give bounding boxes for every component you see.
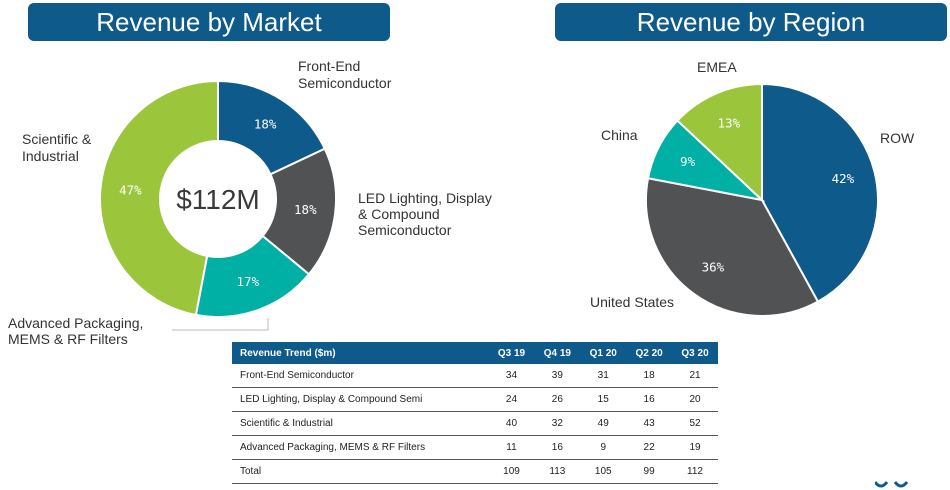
- table-cell: 24: [488, 387, 535, 412]
- market-value-label: 18%: [294, 202, 317, 217]
- table-header-period: Q2 20: [626, 342, 673, 364]
- market-category-label: MEMS & RF Filters: [8, 331, 128, 347]
- region-value-label: 42%: [832, 171, 855, 186]
- market-value-label: 47%: [119, 183, 142, 198]
- table-row-label: Advanced Packaging, MEMS & RF Filters: [232, 435, 489, 460]
- logo-mark-icon: [875, 481, 909, 488]
- table-row-label: Total: [232, 459, 489, 484]
- region-category-label: China: [601, 127, 638, 143]
- table-cell: 113: [534, 459, 581, 484]
- table-row-label: LED Lighting, Display & Compound Semi: [232, 387, 489, 412]
- market-category-label: Industrial: [22, 148, 79, 164]
- table-row-label: Front-End Semiconductor: [232, 364, 489, 388]
- table-body: Front-End Semiconductor 34 39 31 18 21 LED Lig…: [232, 364, 718, 484]
- market-chart-title: Revenue by Market: [28, 3, 390, 41]
- region-category-label: EMEA: [697, 59, 737, 75]
- table-cell: 16: [626, 387, 673, 412]
- table-row: Scientific & Industrial 40 32 49 43 52: [232, 411, 718, 436]
- table-cell: 16: [534, 435, 581, 460]
- table-header-period: Q3 19: [488, 342, 535, 364]
- table-row: Advanced Packaging, MEMS & RF Filters 11 1…: [232, 435, 718, 460]
- market-category-label: Semiconductor: [298, 75, 392, 91]
- region-slice: [645, 177, 820, 317]
- table-cell: 39: [534, 364, 581, 388]
- market-category-label: Front-End: [298, 58, 360, 74]
- table-cell: 109: [488, 459, 535, 484]
- table-cell: 105: [580, 459, 627, 484]
- region-value-label: 9%: [680, 154, 696, 169]
- market-value-label: 18%: [254, 117, 277, 132]
- market-center-label: $112M: [176, 184, 260, 215]
- market-category-label: LED Lighting, Display: [358, 190, 492, 206]
- table-cell: 20: [672, 387, 718, 412]
- market-category-label: & Compound: [358, 206, 440, 222]
- table-row: Front-End Semiconductor 34 39 31 18 21: [232, 364, 718, 388]
- market-category-label: Scientific &: [22, 131, 92, 147]
- region-category-label: United States: [590, 294, 674, 310]
- region-value-label: 13%: [718, 115, 741, 130]
- table-header-period: Q3 20: [672, 342, 718, 364]
- table-row: LED Lighting, Display & Compound Semi 24 2…: [232, 387, 718, 412]
- table-cell: 112: [672, 459, 718, 484]
- table-row: Total 109 113 105 99 112: [232, 459, 718, 484]
- market-category-label: Semiconductor: [358, 222, 452, 238]
- table-cell: 43: [626, 411, 673, 436]
- region-slice: [676, 82, 763, 203]
- table-cell: 11: [488, 435, 535, 460]
- table-row-label: Scientific & Industrial: [232, 411, 489, 436]
- table-header-row: Revenue Trend ($m) Q3 19 Q4 19 Q1 20 Q2 20 Q3…: [232, 342, 718, 364]
- table-cell: 31: [580, 364, 627, 388]
- table-cell: 40: [488, 411, 535, 436]
- table-cell: 26: [534, 387, 581, 412]
- table-header-period: Q1 20: [580, 342, 627, 364]
- table-cell: 99: [626, 459, 673, 484]
- table-cell: 9: [580, 435, 627, 460]
- table-cell: 19: [672, 435, 718, 460]
- table-header-label: Revenue Trend ($m): [232, 342, 489, 364]
- region-value-label: 36%: [702, 260, 725, 275]
- table-cell: 21: [672, 364, 718, 388]
- market-slice: [99, 79, 219, 317]
- region-slice: [761, 82, 879, 304]
- revenue-trend-table: Revenue Trend ($m) Q3 19 Q4 19 Q1 20 Q2 20 Q3…: [232, 342, 718, 484]
- market-value-label: 17%: [237, 274, 260, 289]
- table-cell: 22: [626, 435, 673, 460]
- table-cell: 15: [580, 387, 627, 412]
- table-cell: 32: [534, 411, 581, 436]
- table-cell: 52: [672, 411, 718, 436]
- market-category-label: Advanced Packaging,: [8, 315, 143, 331]
- table-cell: 18: [626, 364, 673, 388]
- market-leader-line: [172, 318, 269, 331]
- table-cell: 34: [488, 364, 535, 388]
- table-header-period: Q4 19: [534, 342, 581, 364]
- region-chart-title: Revenue by Region: [555, 3, 947, 41]
- table-cell: 49: [580, 411, 627, 436]
- region-category-label: ROW: [880, 130, 915, 146]
